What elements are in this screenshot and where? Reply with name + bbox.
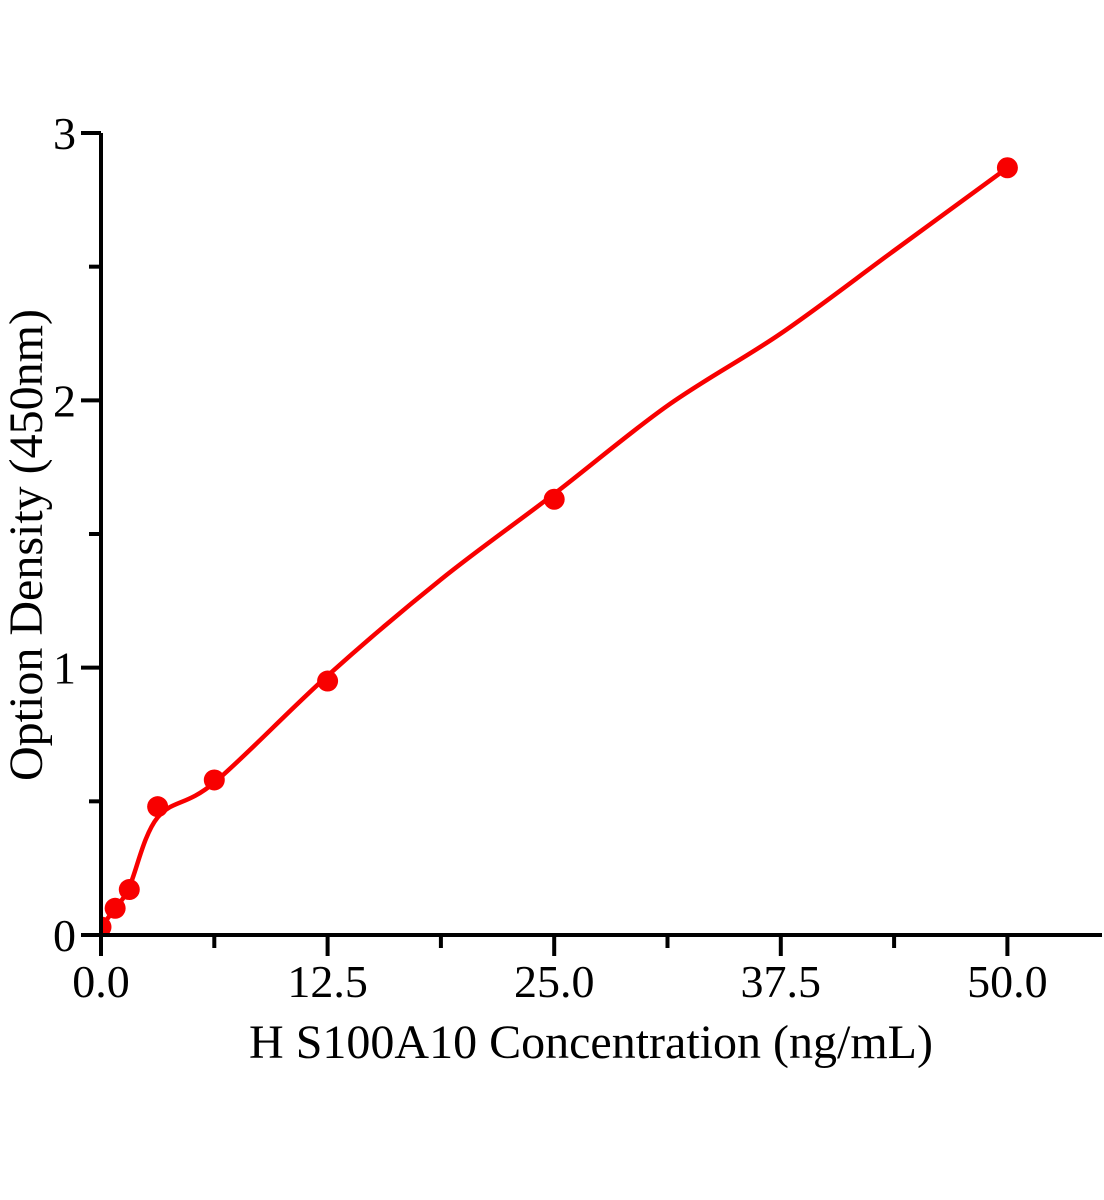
data-point [147, 796, 169, 818]
fit-curve-line [99, 165, 1010, 930]
data-points [99, 157, 1018, 937]
x-tick-label: 37.5 [741, 956, 822, 1007]
x-tick-label: 50.0 [967, 956, 1048, 1007]
x-tick-label: 25.0 [514, 956, 595, 1007]
tick-labels: 0.0 12.5 25.0 37.5 50.0 0 1 2 3 [53, 108, 1048, 1007]
x-axis-title: H S100A10 Concentration (ng/mL) [249, 1016, 933, 1069]
x-tick-label: 0.0 [72, 956, 130, 1007]
data-point [118, 879, 140, 901]
data-point [996, 157, 1018, 179]
data-point [543, 488, 565, 510]
x-tick-label: 12.5 [287, 956, 368, 1007]
data-point [317, 670, 339, 692]
data-point [203, 769, 225, 791]
y-tick-label: 0 [53, 910, 76, 961]
y-tick-label: 2 [53, 375, 76, 426]
y-tick-label: 3 [53, 108, 76, 159]
plot-area [99, 157, 1018, 937]
axes [81, 131, 1102, 956]
y-axis-title: Option Density (450nm) [0, 309, 53, 781]
y-tick-label: 1 [53, 643, 76, 694]
data-point [104, 897, 126, 919]
